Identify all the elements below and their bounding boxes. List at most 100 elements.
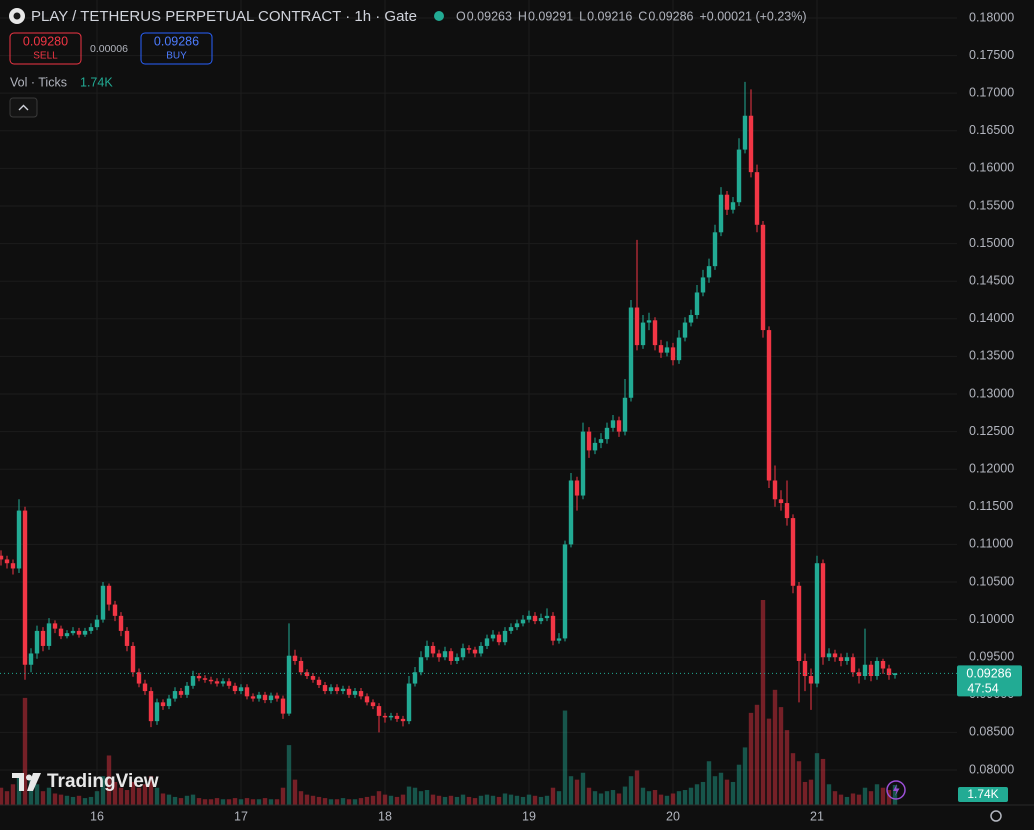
candle xyxy=(316,676,322,689)
candle-body xyxy=(424,645,430,658)
candle xyxy=(868,660,874,682)
volume-bar xyxy=(760,600,766,805)
volume-bar xyxy=(238,799,244,805)
candle-body xyxy=(250,696,256,699)
sell-button[interactable] xyxy=(9,32,82,65)
alert-icon[interactable] xyxy=(886,780,906,800)
candle-body xyxy=(454,657,460,661)
candle-body xyxy=(292,655,298,661)
candle xyxy=(526,610,532,623)
volume-bar xyxy=(844,796,850,805)
candle xyxy=(634,239,640,351)
candle-body xyxy=(190,676,196,686)
candle-body xyxy=(40,630,46,646)
candle-body xyxy=(232,685,238,692)
candle-body xyxy=(868,664,874,677)
ohlc-value: 0.09216 xyxy=(587,9,632,23)
settings-icon[interactable] xyxy=(990,810,1002,822)
symbol-icon-inner xyxy=(13,12,21,20)
candle-body xyxy=(46,623,52,646)
volume-bar xyxy=(382,794,388,805)
candle xyxy=(16,499,22,573)
candle xyxy=(664,341,670,357)
volume-bar xyxy=(142,784,148,805)
volume-bar xyxy=(280,787,286,805)
y-tick-label: 0.15000 xyxy=(969,236,1014,250)
volume-bar xyxy=(748,712,754,805)
candle-body xyxy=(880,660,886,669)
volume-bar xyxy=(538,796,544,805)
volume-bar xyxy=(166,794,172,805)
candle-body xyxy=(196,676,202,679)
volume-bar xyxy=(358,798,364,805)
volume-bar xyxy=(892,784,898,805)
candle-body xyxy=(844,657,850,661)
candle-body xyxy=(154,702,160,722)
candle-body xyxy=(610,420,616,428)
candle-body xyxy=(502,630,508,643)
candle xyxy=(376,703,382,733)
volume-bar xyxy=(868,791,874,805)
buy-button[interactable] xyxy=(140,32,213,65)
volume-bar xyxy=(874,784,880,805)
candle xyxy=(262,691,268,704)
candle-body xyxy=(166,698,172,707)
candle xyxy=(622,378,628,436)
candle-body xyxy=(646,320,652,323)
candle xyxy=(340,685,346,695)
candle-body xyxy=(580,431,586,496)
candle xyxy=(748,89,754,178)
candle-body xyxy=(142,683,148,692)
candle xyxy=(88,623,94,634)
volume-bar xyxy=(532,795,538,805)
volume-bar xyxy=(322,798,328,805)
candle xyxy=(820,559,826,665)
candle xyxy=(460,643,466,661)
volume-bar xyxy=(586,787,592,805)
candle-body xyxy=(298,660,304,673)
candle-body xyxy=(772,480,778,500)
volume-bar xyxy=(796,761,802,805)
candle xyxy=(580,422,586,500)
y-tick-label: 0.12500 xyxy=(969,424,1014,438)
candle-body xyxy=(814,563,820,684)
volume-bar xyxy=(790,753,796,805)
collapse-button[interactable] xyxy=(9,97,38,118)
volume-bar xyxy=(100,776,106,805)
candle xyxy=(424,640,430,661)
candle xyxy=(568,472,574,548)
candle xyxy=(328,684,334,695)
volume-bar xyxy=(208,799,214,805)
spread: 0.00006 xyxy=(90,43,128,55)
candle-body xyxy=(184,685,190,695)
candle xyxy=(736,138,742,206)
volume-bar xyxy=(640,787,646,805)
candle xyxy=(46,618,52,650)
symbol-title[interactable]: PLAY / TETHERUS PERPETUAL CONTRACT · 1h … xyxy=(31,8,417,25)
logo-slash xyxy=(27,773,41,791)
y-tick-label: 0.15500 xyxy=(969,198,1014,212)
volume-bar xyxy=(850,793,856,805)
volume-bar xyxy=(490,795,496,805)
volume-bar xyxy=(178,798,184,805)
candle xyxy=(418,651,424,676)
volume-bar xyxy=(676,791,682,805)
candle-body xyxy=(148,691,154,722)
buy-price: 0.09286 xyxy=(154,34,199,48)
volume-bar xyxy=(124,790,130,805)
candle-body xyxy=(886,668,892,676)
candle xyxy=(520,615,526,627)
candle xyxy=(550,612,556,646)
candle xyxy=(136,668,142,688)
candle-body xyxy=(820,563,826,658)
candle xyxy=(766,326,772,489)
candle xyxy=(34,625,40,659)
volume-bar xyxy=(64,795,70,805)
candle-body xyxy=(172,691,178,699)
candle xyxy=(886,664,892,680)
candle-body xyxy=(628,307,634,398)
candle xyxy=(712,224,718,270)
volume-bar xyxy=(394,796,400,805)
